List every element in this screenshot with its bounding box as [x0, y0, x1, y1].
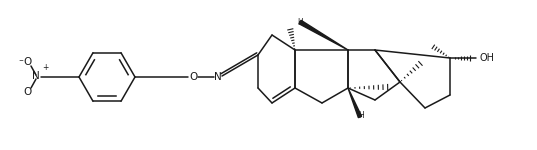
Polygon shape [348, 88, 361, 118]
Text: O: O [189, 72, 197, 82]
Text: H: H [297, 18, 303, 27]
Text: H: H [358, 111, 364, 120]
Text: N: N [32, 71, 40, 81]
Text: $^-$: $^-$ [18, 57, 25, 66]
Polygon shape [299, 20, 348, 50]
Text: O: O [23, 87, 31, 97]
Text: +: + [42, 63, 48, 72]
Text: OH: OH [480, 53, 495, 63]
Text: O: O [24, 57, 32, 67]
Text: N: N [214, 72, 222, 82]
